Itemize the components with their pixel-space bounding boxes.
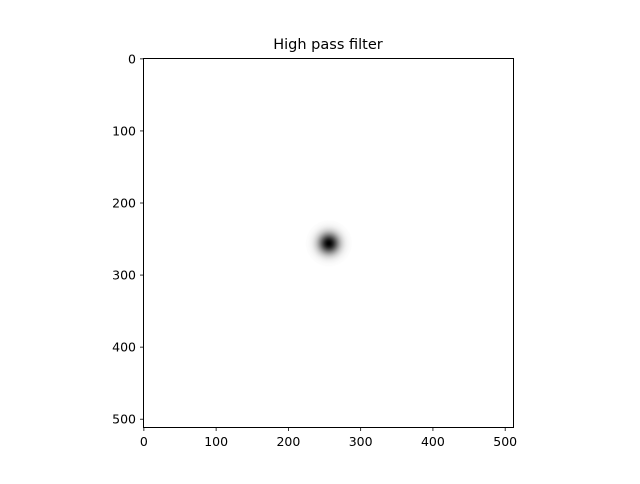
x-tick-label: 200 [276, 434, 300, 449]
y-tick-label: 400 [112, 340, 136, 355]
y-tick-label: 300 [112, 268, 136, 283]
x-tick-label: 300 [349, 434, 373, 449]
ticks-layer: 0 100 200 300 400 500 0 100 200 300 400 500 [112, 51, 517, 449]
axes-frame [143, 58, 514, 428]
x-tick-label: 500 [493, 434, 517, 449]
filter-center-spot [305, 220, 352, 267]
y-tick-label: 100 [112, 123, 136, 138]
chart-title: High pass filter [273, 37, 383, 53]
x-tick-label: 100 [204, 434, 228, 449]
x-tick-label: 0 [140, 434, 148, 449]
y-tick-label: 500 [112, 412, 136, 427]
y-tick-label: 200 [112, 196, 136, 211]
x-tick-label: 400 [421, 434, 445, 449]
image-layer [143, 58, 514, 428]
y-tick-label: 0 [128, 51, 136, 66]
